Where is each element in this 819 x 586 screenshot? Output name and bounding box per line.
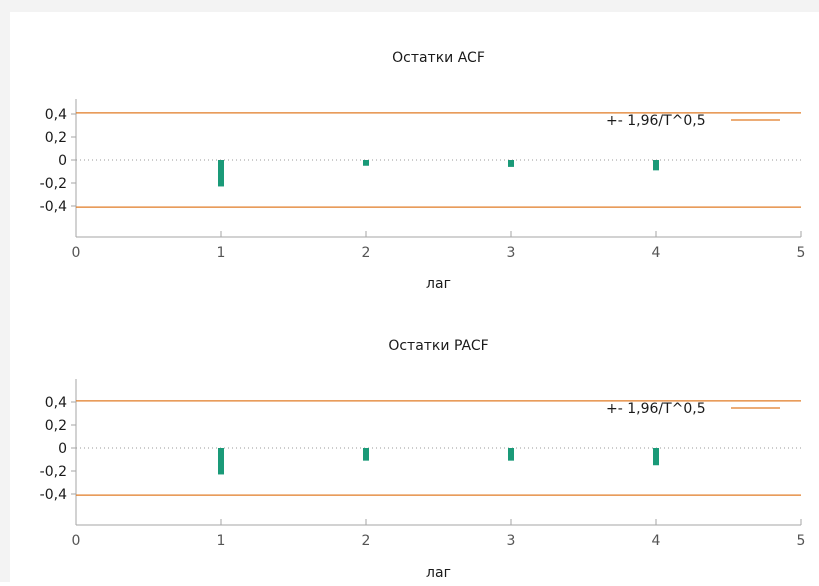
- acf-x-tick-label: 5: [797, 245, 806, 261]
- acf-x-tick-label: 0: [72, 245, 81, 261]
- window-left-strip: [0, 12, 10, 582]
- pacf-y-tick-label: -0,4: [40, 487, 67, 503]
- pacf-x-tick-label: 0: [72, 533, 81, 549]
- acf-bar-lag-2: [363, 160, 369, 166]
- pacf-y-tick-label: 0,4: [45, 395, 67, 411]
- acf-x-tick-label: 2: [362, 245, 371, 261]
- pacf-x-tick-label: 5: [797, 533, 806, 549]
- acf-x-tick-label: 1: [217, 245, 226, 261]
- pacf-bar-lag-3: [508, 448, 514, 461]
- pacf-y-tick-label: 0,2: [45, 418, 67, 434]
- acf-legend-label: +- 1,96/T^0,5: [606, 113, 706, 129]
- acf-x-tick-label: 3: [507, 245, 516, 261]
- acf-chart-title: Остатки ACF: [392, 50, 485, 66]
- pacf-x-tick-label: 1: [217, 533, 226, 549]
- pacf-x-axis-label: лаг: [426, 565, 451, 581]
- correlogram-svg: Остатки ACF 0,4 0,2 0 -0,2 -0,4 0 1 2 3 4 5 лаг +- 1,…: [40, 50, 806, 581]
- pacf-x-tick-label: 2: [362, 533, 371, 549]
- pacf-legend-label: +- 1,96/T^0,5: [606, 401, 706, 417]
- acf-y-tick-label: 0,2: [45, 130, 67, 146]
- acf-x-tick-label: 4: [652, 245, 661, 261]
- acf-y-tick-label: -0,2: [40, 176, 67, 192]
- acf-bar-lag-1: [218, 160, 224, 187]
- acf-bar-lag-3: [508, 160, 514, 167]
- pacf-x-tick-label: 4: [652, 533, 661, 549]
- pacf-bar-lag-2: [363, 448, 369, 461]
- pacf-bar-lag-1: [218, 448, 224, 475]
- pacf-chart-title: Остатки PACF: [388, 338, 488, 354]
- pacf-y-tick-label: -0,2: [40, 464, 67, 480]
- pacf-bar-lag-4: [653, 448, 659, 466]
- pacf-x-tick-label: 3: [507, 533, 516, 549]
- window-top-strip: [0, 0, 819, 12]
- pacf-y-tick-label: 0: [58, 441, 67, 457]
- acf-y-tick-label: 0,4: [45, 107, 67, 123]
- acf-y-tick-label: 0: [58, 153, 67, 169]
- acf-bar-lag-4: [653, 160, 659, 171]
- chart-canvas: Остатки ACF 0,4 0,2 0 -0,2 -0,4 0 1 2 3 4 5 лаг +- 1,…: [10, 12, 819, 582]
- acf-x-axis-label: лаг: [426, 276, 451, 292]
- acf-y-tick-label: -0,4: [40, 199, 67, 215]
